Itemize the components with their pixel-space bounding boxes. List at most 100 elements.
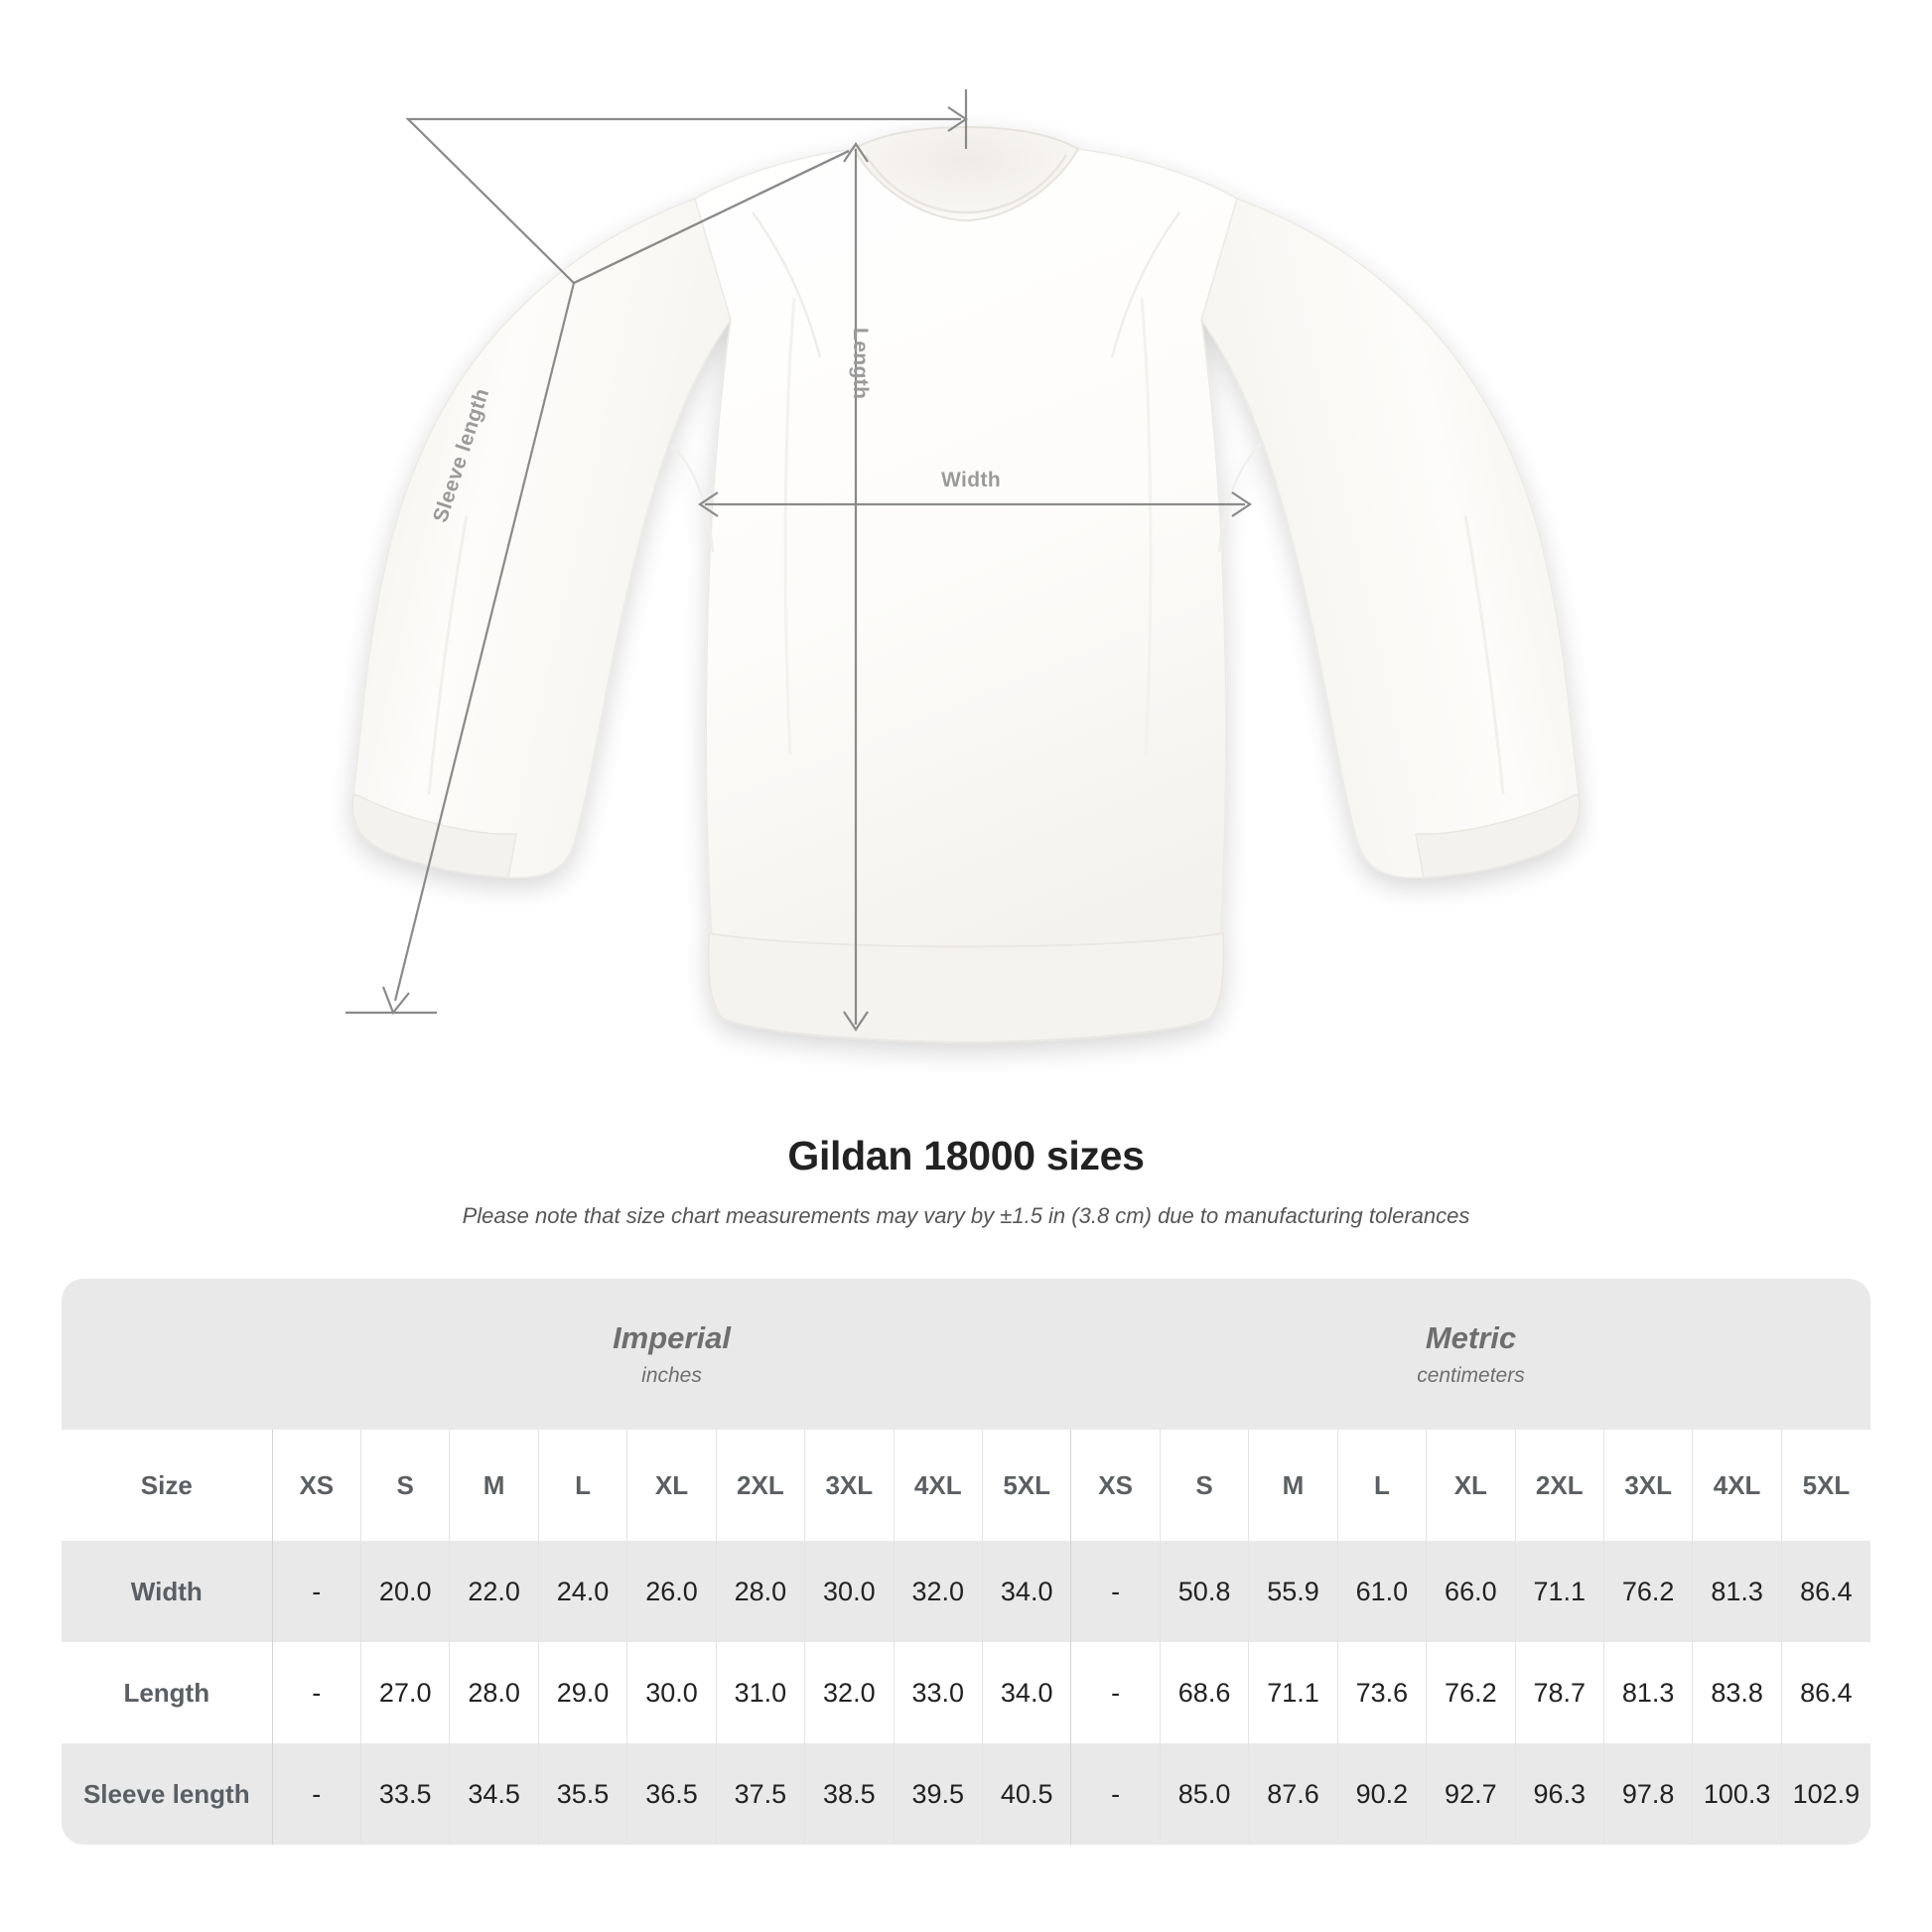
size-table-container: Imperial inches Metric centimeters Size XS S M L… xyxy=(62,1279,1870,1845)
width-dimension-label: Width xyxy=(941,469,1002,491)
cell-length-metric-m: 71.1 xyxy=(1248,1642,1338,1743)
cell-sleeve-length-imperial-3xl: 38.5 xyxy=(804,1743,895,1845)
size-header-imperial-2xl: 2XL xyxy=(715,1430,805,1541)
cell-width-metric-2xl: 71.1 xyxy=(1514,1541,1604,1642)
size-header-label: Size xyxy=(62,1430,273,1541)
cell-length-metric-3xl: 81.3 xyxy=(1602,1642,1693,1743)
size-header-row: Size XS S M L XL 2XL 3XL 4XL 5XL XS S M L XL 2XL 3XL 4XL 5… xyxy=(62,1430,1870,1541)
unit-system-subtitle: inches xyxy=(641,1363,702,1387)
size-header-imperial-s: S xyxy=(359,1430,450,1541)
cell-length-metric-5xl: 86.4 xyxy=(1780,1642,1870,1743)
cell-width-metric-s: 50.8 xyxy=(1159,1541,1249,1642)
length-dimension-line xyxy=(843,142,869,1032)
table-row: Length -27.0 28.0 29.0 30.0 31.0 32.0 33.0 34.0-… xyxy=(62,1642,1870,1743)
size-table: Imperial inches Metric centimeters Size XS S M L… xyxy=(62,1279,1870,1845)
cell-width-imperial-l: 24.0 xyxy=(537,1541,627,1642)
cell-width-imperial-5xl: 34.0 xyxy=(981,1541,1071,1642)
cell-length-imperial-xs: - xyxy=(271,1642,361,1743)
size-header-metric-2xl: 2XL xyxy=(1514,1430,1604,1541)
unit-system-cell-metric: Metric centimeters xyxy=(1070,1279,1870,1430)
cell-length-metric-4xl: 83.8 xyxy=(1692,1642,1782,1743)
cell-sleeve-length-metric-4xl: 100.3 xyxy=(1692,1743,1782,1845)
cell-length-imperial-s: 27.0 xyxy=(359,1642,450,1743)
measurement-label-sleeve-length: Sleeve length xyxy=(62,1743,273,1845)
width-dimension-line xyxy=(698,491,1252,517)
size-header-imperial-xs: XS xyxy=(271,1430,361,1541)
cell-sleeve-length-metric-5xl: 102.9 xyxy=(1780,1743,1870,1845)
unit-system-subtitle: centimeters xyxy=(1417,1363,1525,1387)
cell-sleeve-length-imperial-m: 34.5 xyxy=(449,1743,539,1845)
cell-sleeve-length-metric-2xl: 96.3 xyxy=(1514,1743,1604,1845)
cell-sleeve-length-metric-3xl: 97.8 xyxy=(1602,1743,1693,1845)
size-header-imperial-5xl: 5XL xyxy=(981,1430,1071,1541)
cell-length-metric-xs: - xyxy=(1070,1642,1161,1743)
cell-sleeve-length-imperial-5xl: 40.5 xyxy=(981,1743,1071,1845)
unit-system-row: Imperial inches Metric centimeters xyxy=(62,1279,1870,1430)
cell-sleeve-length-metric-l: 90.2 xyxy=(1336,1743,1427,1845)
cell-length-imperial-l: 29.0 xyxy=(537,1642,627,1743)
cell-width-metric-xs: - xyxy=(1070,1541,1161,1642)
cell-width-metric-3xl: 76.2 xyxy=(1602,1541,1693,1642)
size-header-imperial-xl: XL xyxy=(626,1430,717,1541)
size-header-metric-5xl: 5XL xyxy=(1780,1430,1870,1541)
cell-sleeve-length-metric-m: 87.6 xyxy=(1248,1743,1338,1845)
size-header-metric-xl: XL xyxy=(1426,1430,1516,1541)
size-header-imperial-m: M xyxy=(449,1430,539,1541)
size-header-imperial-4xl: 4XL xyxy=(893,1430,983,1541)
cell-width-metric-l: 61.0 xyxy=(1336,1541,1427,1642)
table-row: Width -20.0 22.0 24.0 26.0 28.0 30.0 32.0 34.0-5… xyxy=(62,1541,1870,1642)
size-header-metric-s: S xyxy=(1159,1430,1249,1541)
size-header-metric-4xl: 4XL xyxy=(1692,1430,1782,1541)
cell-width-metric-5xl: 86.4 xyxy=(1780,1541,1870,1642)
cell-sleeve-length-imperial-s: 33.5 xyxy=(359,1743,450,1845)
cell-length-metric-2xl: 78.7 xyxy=(1514,1642,1604,1743)
cell-sleeve-length-imperial-xl: 36.5 xyxy=(626,1743,717,1845)
garment-svg xyxy=(345,89,1581,1043)
cell-width-imperial-2xl: 28.0 xyxy=(715,1541,805,1642)
size-header-imperial-3xl: 3XL xyxy=(804,1430,895,1541)
title-block: Gildan 18000 sizes Please note that size… xyxy=(0,1132,1932,1231)
cell-sleeve-length-imperial-xs: - xyxy=(271,1743,361,1845)
tolerance-note: Please note that size chart measurements… xyxy=(462,1203,1470,1229)
size-header-metric-3xl: 3XL xyxy=(1602,1430,1693,1541)
cell-sleeve-length-metric-s: 85.0 xyxy=(1159,1743,1249,1845)
cell-length-metric-s: 68.6 xyxy=(1159,1642,1249,1743)
cell-length-imperial-2xl: 31.0 xyxy=(715,1642,805,1743)
cell-length-metric-xl: 76.2 xyxy=(1426,1642,1516,1743)
cell-width-imperial-4xl: 32.0 xyxy=(893,1541,983,1642)
measurement-label-width: Width xyxy=(62,1541,273,1642)
measurement-label-length: Length xyxy=(62,1642,273,1743)
cell-sleeve-length-metric-xs: - xyxy=(1070,1743,1161,1845)
cell-length-metric-l: 73.6 xyxy=(1336,1642,1427,1743)
cell-width-metric-m: 55.9 xyxy=(1248,1541,1338,1642)
cell-sleeve-length-imperial-l: 35.5 xyxy=(537,1743,627,1845)
table-row: Sleeve length -33.5 34.5 35.5 36.5 37.5 38.5 39… xyxy=(62,1743,1870,1845)
cell-width-imperial-s: 20.0 xyxy=(359,1541,450,1642)
size-header-imperial-l: L xyxy=(537,1430,627,1541)
cell-length-imperial-3xl: 32.0 xyxy=(804,1642,895,1743)
cell-width-imperial-xs: - xyxy=(271,1541,361,1642)
garment-illustration: Length Width Sleeve length xyxy=(345,89,1581,1043)
cell-length-imperial-4xl: 33.0 xyxy=(893,1642,983,1743)
cell-sleeve-length-imperial-2xl: 37.5 xyxy=(715,1743,805,1845)
size-header-metric-l: L xyxy=(1336,1430,1427,1541)
unit-row-spacer xyxy=(62,1279,273,1430)
sleeve-length-dimension-line xyxy=(345,89,968,1016)
size-header-metric-xs: XS xyxy=(1070,1430,1161,1541)
cell-sleeve-length-imperial-4xl: 39.5 xyxy=(893,1743,983,1845)
cell-width-imperial-xl: 26.0 xyxy=(626,1541,717,1642)
cell-width-imperial-3xl: 30.0 xyxy=(804,1541,895,1642)
cell-length-imperial-5xl: 34.0 xyxy=(981,1642,1071,1743)
sweatshirt-graphic xyxy=(351,125,1581,1043)
page-title: Gildan 18000 sizes xyxy=(787,1133,1145,1178)
cell-length-imperial-xl: 30.0 xyxy=(626,1642,717,1743)
size-header-metric-m: M xyxy=(1248,1430,1338,1541)
unit-system-name: Metric xyxy=(1425,1320,1517,1356)
length-dimension-label: Length xyxy=(849,328,872,400)
unit-system-name: Imperial xyxy=(613,1320,731,1356)
unit-system-cell-imperial: Imperial inches xyxy=(272,1279,1071,1430)
cell-sleeve-length-metric-xl: 92.7 xyxy=(1426,1743,1516,1845)
cell-length-imperial-m: 28.0 xyxy=(449,1642,539,1743)
cell-width-metric-xl: 66.0 xyxy=(1426,1541,1516,1642)
